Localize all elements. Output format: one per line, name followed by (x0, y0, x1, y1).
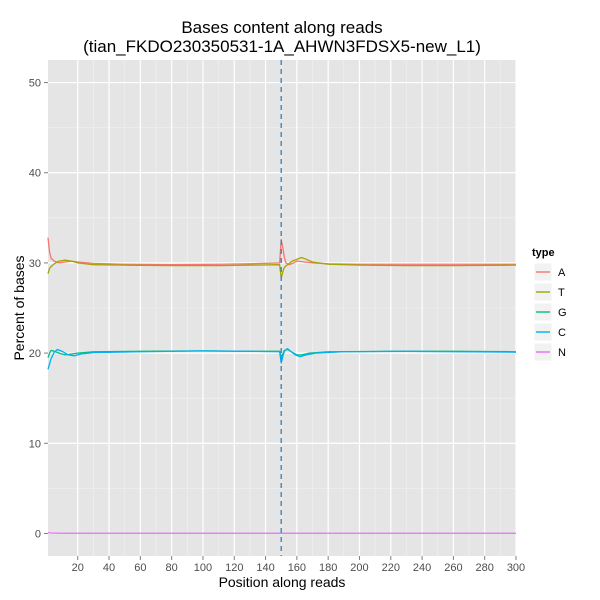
y-axis-title: Percent of bases (11, 255, 27, 360)
x-tick-label: 120 (225, 562, 243, 574)
x-tick-label: 180 (319, 562, 337, 574)
x-axis-title: Position along reads (219, 574, 346, 590)
y-tick-label: 10 (29, 438, 41, 450)
x-tick-label: 220 (382, 562, 400, 574)
x-tick-label: 40 (103, 562, 115, 574)
legend-label-n: N (558, 347, 566, 359)
x-tick-label: 260 (444, 562, 462, 574)
chart-subtitle: (tian_FKDO230350531-1A_AHWN3FDSX5-new_L1… (83, 37, 481, 56)
legend-label-c: C (558, 327, 566, 339)
y-tick-label: 0 (35, 528, 41, 540)
chart-title: Bases content along reads (181, 18, 382, 37)
legend-label-a: A (558, 267, 566, 279)
y-tick-label: 30 (29, 258, 41, 270)
legend-label-t: T (558, 287, 565, 299)
x-tick-label: 280 (476, 562, 494, 574)
x-tick-label: 80 (166, 562, 178, 574)
series-layer (47, 237, 517, 534)
x-tick-label: 60 (134, 562, 146, 574)
y-tick-label: 20 (29, 348, 41, 360)
x-tick-label: 160 (288, 562, 306, 574)
legend-label-g: G (558, 307, 567, 319)
x-tick-label: 20 (72, 562, 84, 574)
legend-title: type (532, 247, 555, 259)
x-tick-label: 240 (413, 562, 431, 574)
x-tick-label: 140 (256, 562, 274, 574)
series-line-t (47, 256, 517, 279)
x-tick-label: 200 (350, 562, 368, 574)
x-tick-label: 300 (507, 562, 525, 574)
y-tick-label: 40 (29, 168, 41, 180)
series-line-c (47, 347, 517, 370)
series-line-n (47, 531, 516, 534)
x-tick-label: 100 (194, 562, 212, 574)
y-tick-label: 50 (29, 78, 41, 90)
